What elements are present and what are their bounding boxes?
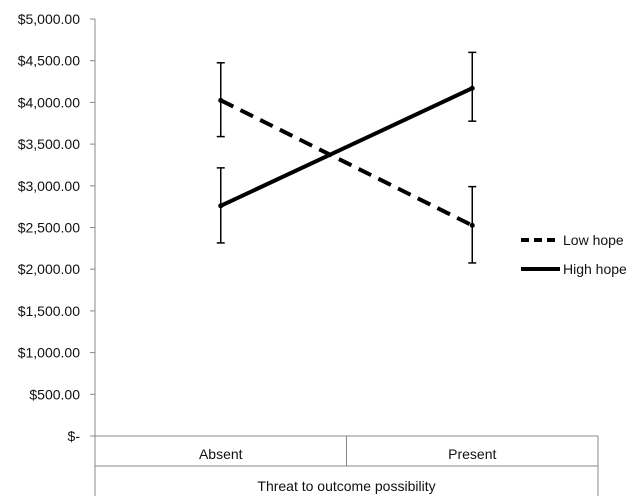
legend: Low hope High hope — [521, 232, 627, 277]
y-tick-label: $3,500.00 — [18, 136, 80, 152]
x-category-label: Absent — [199, 446, 243, 462]
y-tick-labels: $- $500.00 $1,000.00 $1,500.00 $2,000.00 $2,5… — [18, 11, 81, 444]
x-axis-label: Threat to outcome possibility — [257, 478, 435, 494]
series-line — [219, 86, 474, 208]
y-tick-label: $1,000.00 — [18, 345, 80, 361]
series-low-hope — [216, 62, 477, 264]
data-point — [469, 85, 475, 91]
y-tick-label: $3,000.00 — [18, 178, 80, 194]
data-point — [218, 203, 224, 209]
y-tick-label: $500.00 — [29, 386, 80, 402]
series-group — [216, 51, 477, 264]
data-point — [218, 97, 224, 103]
y-tick-label: $1,500.00 — [18, 303, 80, 319]
series-high-hope — [216, 51, 477, 244]
x-category-labels: Absent Present — [199, 446, 497, 462]
y-tick-label: $- — [68, 428, 81, 444]
legend-label: High hope — [563, 261, 627, 277]
data-point — [469, 222, 475, 228]
x-category-label: Present — [448, 446, 496, 462]
legend-label: Low hope — [563, 232, 624, 248]
y-tick-label: $4,000.00 — [18, 94, 80, 110]
y-tick-label: $2,000.00 — [18, 261, 80, 277]
y-tick-label: $2,500.00 — [18, 220, 80, 236]
y-tick-label: $5,000.00 — [18, 11, 80, 27]
series-line — [219, 98, 474, 228]
chart-axes — [90, 18, 599, 496]
y-tick-label: $4,500.00 — [18, 53, 80, 69]
